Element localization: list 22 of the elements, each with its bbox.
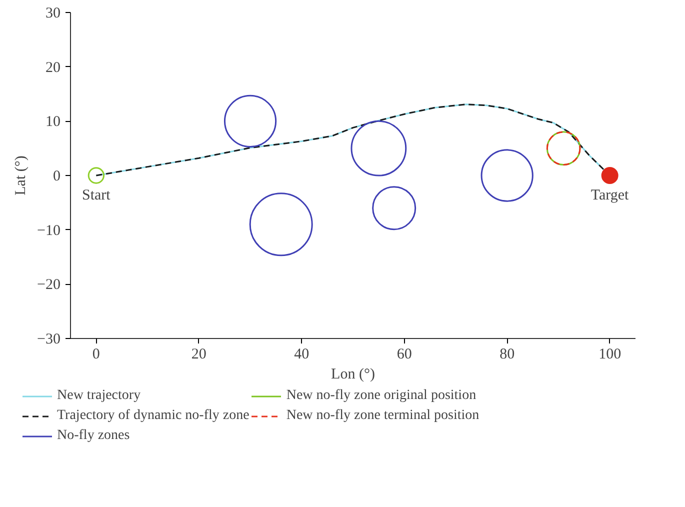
legend-label: New no-fly zone original position (286, 387, 476, 405)
x-tick-label: 20 (191, 346, 206, 362)
annotation: Target (590, 188, 630, 204)
x-tick-label: 40 (294, 346, 310, 362)
y-tick-label: 20 (46, 60, 60, 76)
y-tick-label: −10 (37, 222, 61, 239)
x-tick-label: 100 (598, 346, 622, 362)
legend-label: New no-fly zone terminal position (286, 407, 480, 425)
y-tick-label: 30 (46, 6, 60, 22)
legend-label: No-fly zones (57, 427, 130, 445)
legend-label: Trajectory of dynamic no-fly zone (57, 407, 250, 425)
y-tick-label: −30 (37, 332, 61, 348)
annotation: Start (82, 188, 112, 204)
y-tick-label: 0 (53, 168, 60, 184)
x-tick-label: 0 (92, 346, 100, 362)
legend-label: New trajectory (57, 387, 141, 405)
x-tick-label: 60 (396, 346, 412, 362)
x-axis-title: Lon (°) (331, 366, 375, 382)
y-tick-label: 10 (46, 114, 60, 130)
y-axis-title: Lat (°) (13, 156, 30, 196)
x-tick-label: 80 (500, 346, 515, 362)
y-tick-label: −20 (37, 277, 61, 294)
